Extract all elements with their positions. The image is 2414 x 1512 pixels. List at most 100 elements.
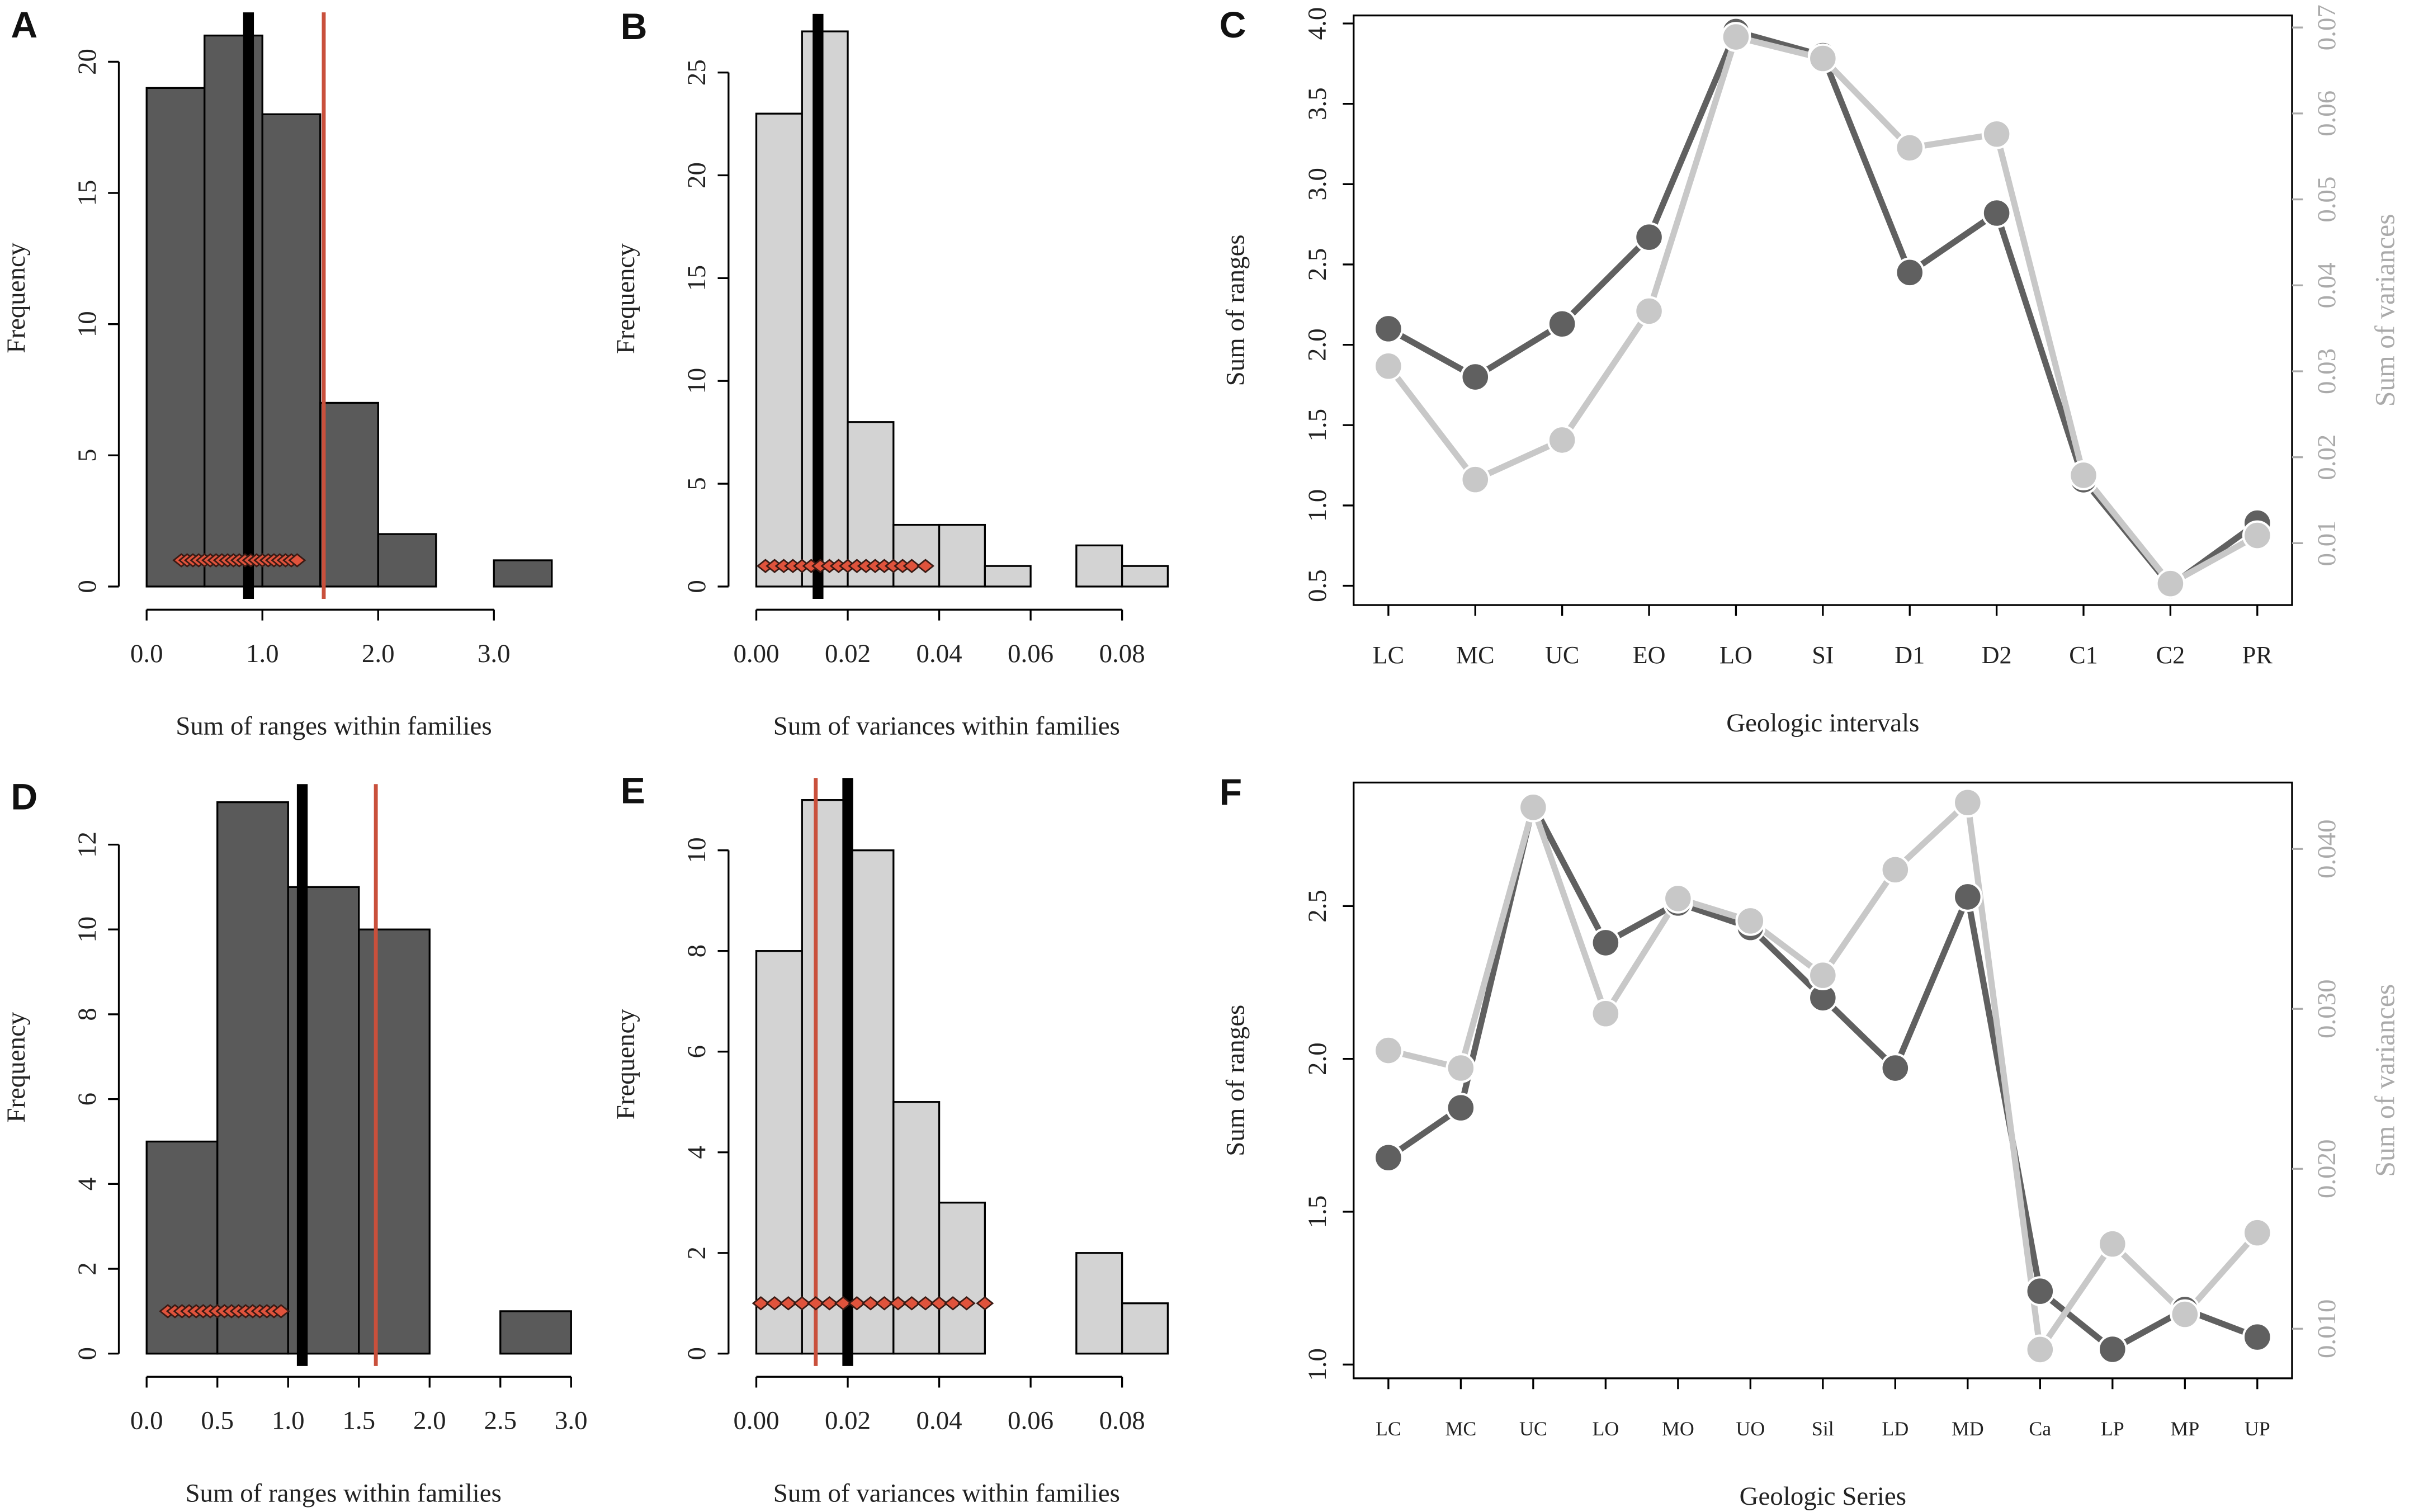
- series-line: [1387, 28, 2260, 589]
- x-tick-label: UO: [1736, 1418, 1765, 1440]
- marker: [2097, 1228, 2128, 1259]
- marker: [1807, 43, 1838, 74]
- marker: [2025, 1276, 2056, 1307]
- x-tick-label: 2.5: [484, 1406, 517, 1435]
- marker: [1590, 928, 1621, 958]
- series-line: [1387, 799, 2260, 1353]
- panel-label: A: [11, 4, 37, 46]
- x-tick-label: MP: [2170, 1418, 2199, 1440]
- marker: [2155, 568, 2186, 599]
- x-tick-label: 0.04: [917, 639, 962, 668]
- y-tick-label: 2: [682, 1246, 711, 1259]
- y-tick-label: 10: [682, 368, 711, 394]
- marker: [1895, 257, 1925, 288]
- x-tick-label: LO: [1719, 641, 1752, 669]
- marker: [2242, 1322, 2273, 1353]
- marker: [1518, 792, 1548, 823]
- x-tick-label: 1.0: [272, 1406, 305, 1435]
- bar: [892, 523, 941, 588]
- point: [976, 1296, 994, 1311]
- x-tick-label: C1: [2069, 641, 2098, 669]
- y2-tick-label: 0.05: [2312, 177, 2341, 223]
- y2-axis-label: Sum of variances: [2369, 214, 2400, 407]
- marker: [1634, 222, 1664, 253]
- marker: [1547, 309, 1577, 339]
- panel-label: C: [1220, 4, 1246, 46]
- bar: [145, 1140, 219, 1355]
- marker: [1735, 905, 1766, 936]
- y2-tick-label: 0.02: [2312, 434, 2341, 480]
- x-tick-label: 3.0: [478, 639, 511, 668]
- y-tick-label: 4.0: [1303, 7, 1332, 40]
- y-tick-label: 6: [73, 1093, 102, 1105]
- y-tick-label: 25: [682, 59, 711, 86]
- series-line: [1386, 34, 2259, 587]
- x-tick-label: 0.08: [1099, 639, 1145, 668]
- plot-frame: [1353, 781, 2293, 1379]
- y-tick-label: 15: [682, 265, 711, 291]
- marker: [2068, 460, 2099, 490]
- marker: [1460, 362, 1491, 392]
- bar: [892, 1101, 941, 1355]
- bar: [358, 928, 431, 1355]
- bar: [493, 559, 553, 588]
- x-tick-label: C2: [2156, 641, 2185, 669]
- y-axis-label: Sum of ranges: [1221, 234, 1250, 386]
- marker: [1547, 425, 1577, 455]
- marker: [1952, 787, 1983, 818]
- x-tick-label: LP: [2101, 1418, 2124, 1440]
- marker: [1634, 296, 1664, 327]
- y2-tick-label: 0.04: [2312, 262, 2341, 308]
- bar: [938, 1202, 986, 1355]
- bar: [377, 533, 437, 588]
- bar: [261, 113, 322, 588]
- x-tick-label: 0.00: [733, 639, 779, 668]
- y-axis-label: Frequency: [2, 1012, 31, 1123]
- marker: [1373, 1142, 1404, 1173]
- panel-label: B: [621, 6, 648, 48]
- marker: [1445, 1053, 1476, 1083]
- bar: [1075, 1252, 1123, 1355]
- bar: [499, 1310, 572, 1355]
- bar: [1075, 544, 1123, 588]
- marker: [2242, 1217, 2273, 1248]
- x-tick-label: UC: [1545, 641, 1579, 669]
- x-tick-label: 3.0: [555, 1406, 588, 1435]
- y-tick-label: 4: [73, 1178, 102, 1190]
- marker: [1895, 133, 1925, 163]
- x-tick-label: MC: [1445, 1418, 1476, 1440]
- y-tick-label: 0: [73, 580, 102, 593]
- y-tick-label: 15: [73, 180, 102, 206]
- y2-tick-label: 0.06: [2312, 91, 2341, 136]
- marker: [1981, 119, 2012, 149]
- x-tick-label: EO: [1633, 641, 1666, 669]
- y-axis-label: Frequency: [611, 1009, 640, 1120]
- y-tick-label: 0.5: [1303, 569, 1332, 602]
- marker: [1460, 464, 1491, 495]
- y2-tick-label: 0.03: [2312, 348, 2341, 394]
- y-axis-label: Frequency: [611, 243, 640, 355]
- bar: [1121, 565, 1169, 588]
- x-tick-label: 1.0: [246, 639, 279, 668]
- bar: [847, 421, 895, 588]
- y-tick-label: 3.0: [1303, 168, 1332, 201]
- y-tick-label: 1.0: [1303, 1348, 1332, 1381]
- marker: [1880, 854, 1911, 885]
- x-tick-label: 0.02: [825, 639, 871, 668]
- y-tick-label: 12: [73, 831, 102, 858]
- bar: [145, 87, 206, 588]
- x-tick-label: 0.08: [1099, 1406, 1145, 1435]
- x-tick-label: MC: [1456, 641, 1495, 669]
- x-axis-label: Geologic Series: [1740, 1482, 1906, 1511]
- marker: [1445, 1093, 1476, 1123]
- bar: [1121, 1302, 1169, 1355]
- y-tick-label: 20: [682, 162, 711, 188]
- y-tick-label: 6: [682, 1045, 711, 1058]
- y-tick-label: 0: [682, 580, 711, 593]
- panel-label: F: [1220, 772, 1242, 813]
- y-tick-label: 0: [682, 1347, 711, 1360]
- marker: [1662, 883, 1693, 914]
- x-tick-label: MD: [1952, 1418, 1984, 1440]
- y-tick-label: 20: [73, 49, 102, 75]
- y-tick-label: 2.0: [1303, 328, 1332, 361]
